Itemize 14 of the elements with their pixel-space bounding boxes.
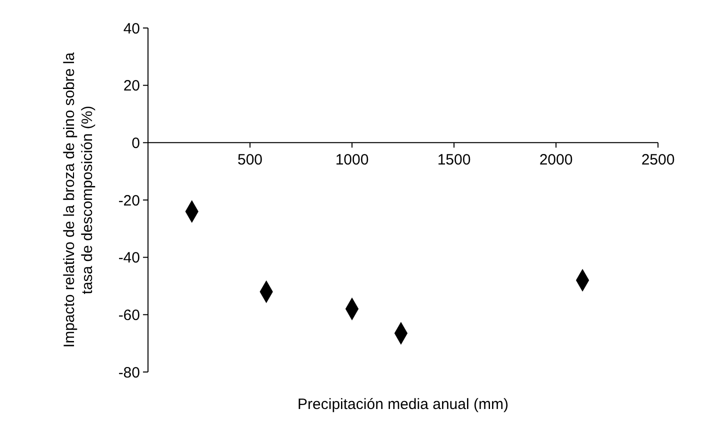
y-tick-label: -40	[118, 250, 140, 267]
x-tick-label: 1500	[437, 152, 471, 169]
x-tick-label: 500	[237, 152, 263, 169]
x-axis-title: Precipitación media anual (mm)	[298, 396, 508, 413]
y-tick-label: -20	[118, 192, 140, 210]
y-tick-label: -60	[118, 306, 140, 324]
y-tick-label: -80	[118, 364, 140, 382]
y-tick-label: 40	[123, 20, 140, 38]
x-tick-label: 1000	[335, 152, 369, 169]
x-tick-label: 2500	[641, 152, 675, 169]
y-axis-title: Impacto relativo de la broza de pino sobre la tasa de descomposición (%)	[61, 52, 96, 348]
y-tick-label: 20	[123, 78, 140, 95]
y-tick-label: 0	[132, 134, 140, 152]
x-tick-label: 2000	[539, 152, 573, 169]
